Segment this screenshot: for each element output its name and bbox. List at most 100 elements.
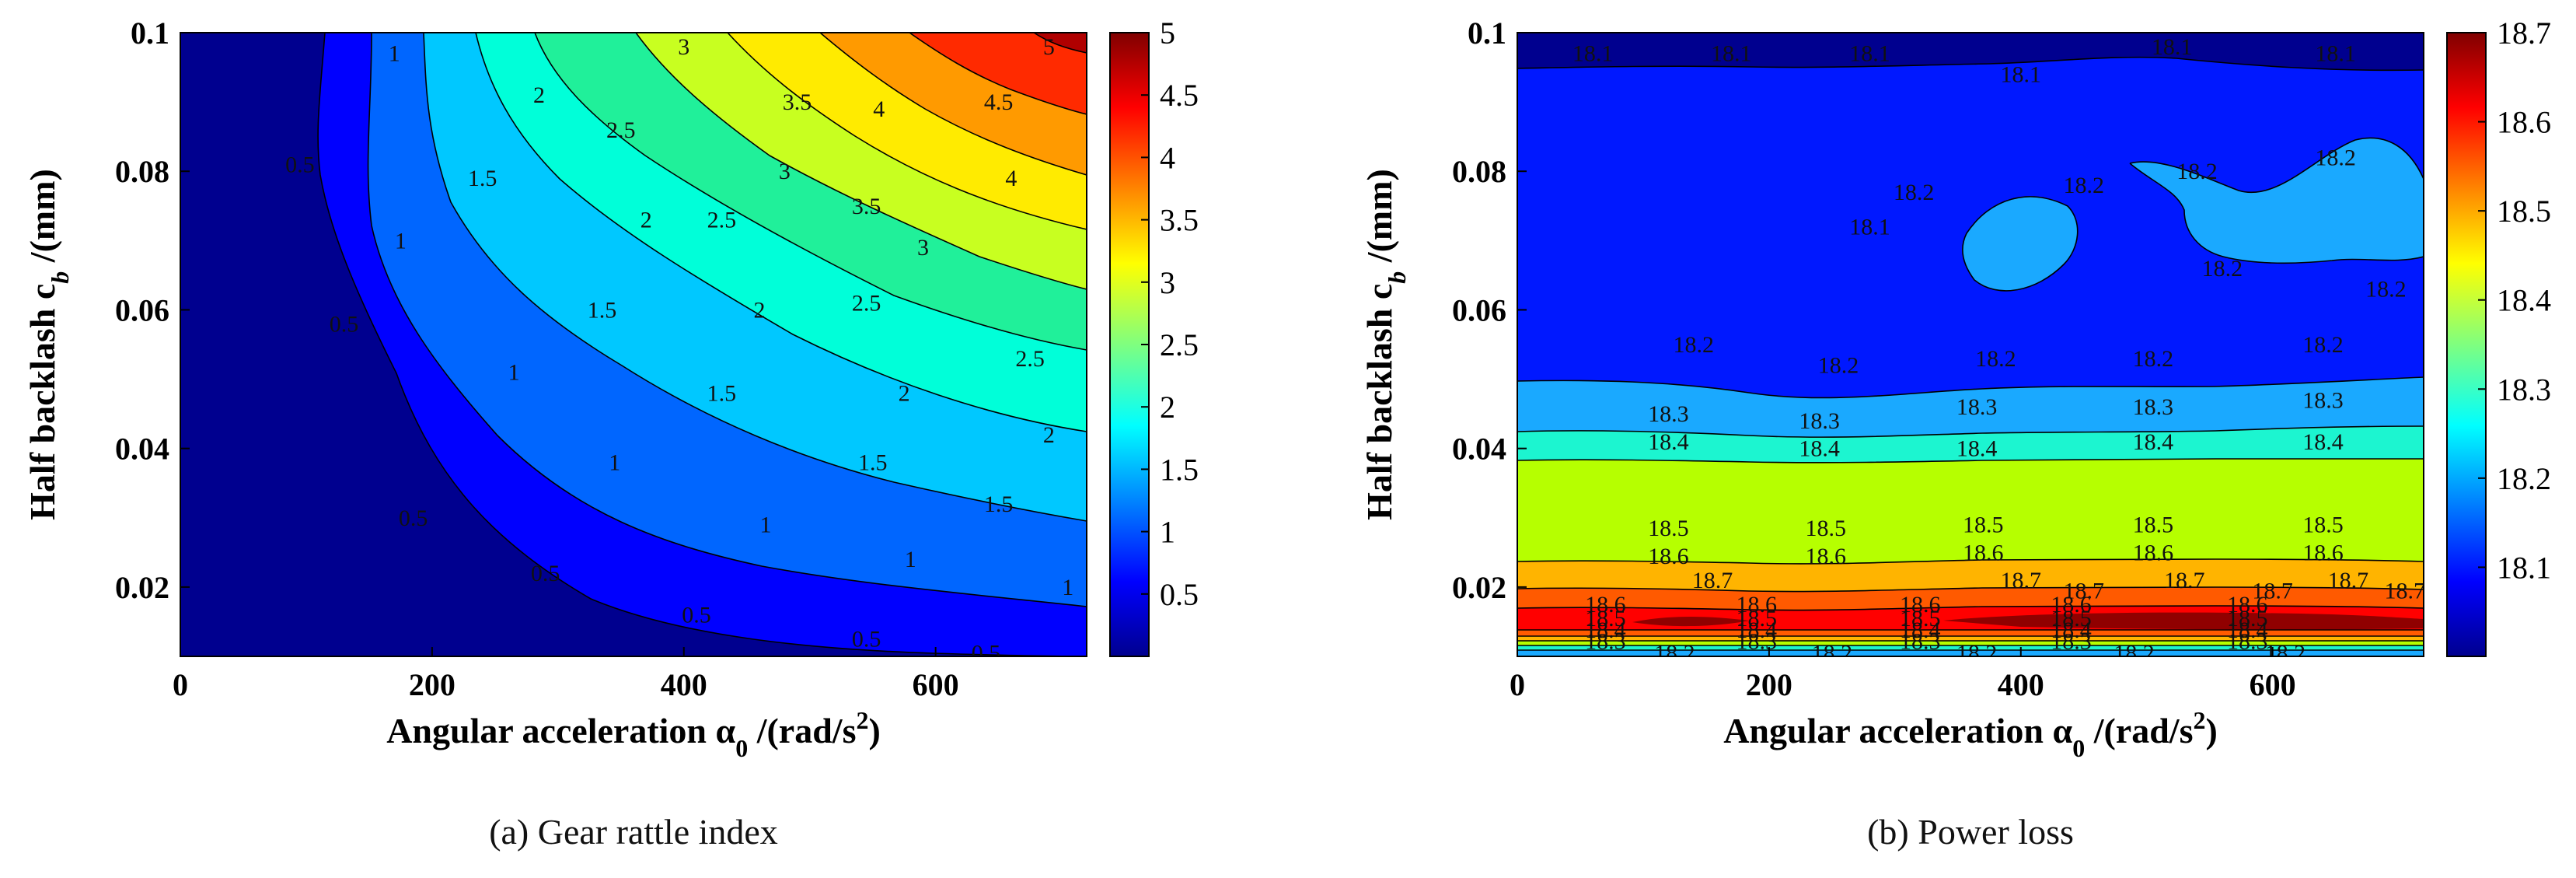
contour-label: 18.4 bbox=[1648, 429, 1689, 455]
contour-label: 18.3 bbox=[1956, 394, 1998, 420]
contour-label: 1.5 bbox=[588, 297, 617, 323]
contour-label: 18.2 bbox=[2133, 346, 2174, 372]
colorbar-tick-label: 18.3 bbox=[2497, 372, 2551, 407]
colorbar-tick-label: 2 bbox=[1160, 390, 1175, 425]
contour-labels-b: 18.1 18.1 18.118.118.1 18.118.118.2 18.218.2… bbox=[1572, 34, 2424, 656]
contour-label: 18.7 bbox=[1692, 568, 1733, 593]
contour-label: 2 bbox=[899, 380, 910, 406]
contour-lines-b bbox=[1517, 56, 2424, 651]
y-tick-label: 0.04 bbox=[115, 432, 169, 467]
y-tick-label: 0.06 bbox=[115, 292, 169, 327]
contour-label: 0.5 bbox=[531, 561, 560, 586]
contour-label: 1.5 bbox=[858, 449, 888, 475]
contour-label: 18.5 bbox=[1648, 516, 1689, 541]
contour-label: 18.4 bbox=[2227, 617, 2268, 643]
contour-label: 2 bbox=[753, 297, 765, 323]
contour-label: 3.5 bbox=[852, 194, 881, 219]
contour-label: 18.6 bbox=[1900, 592, 1941, 617]
colorbar-tick-label: 18.7 bbox=[2497, 16, 2551, 51]
y-axis-label-b: Half backlash cb /(mm) bbox=[1360, 169, 1411, 520]
contour-label: 18.6 bbox=[2302, 540, 2344, 565]
x-tick-label: 400 bbox=[661, 667, 707, 702]
caption-b: (b) Power loss bbox=[1867, 812, 2074, 852]
contour-label: 18.6 bbox=[2133, 540, 2174, 565]
x-tick-label: 0 bbox=[1510, 667, 1525, 702]
contour-label: 18.2 bbox=[2315, 145, 2356, 170]
contour-label: 18.1 bbox=[1849, 41, 1890, 67]
contour-label: 18.3 bbox=[2227, 628, 2268, 654]
level-band-18.0-top bbox=[1517, 33, 2424, 71]
colorbar-tick-label: 3 bbox=[1160, 265, 1175, 300]
y-tick-label: 0.02 bbox=[115, 570, 169, 605]
y-tick-label: 0.04 bbox=[1452, 432, 1506, 467]
contour-lines-a bbox=[317, 33, 1087, 656]
contour-label: 3 bbox=[678, 34, 689, 60]
x-tick-label: 200 bbox=[409, 667, 456, 702]
contour-label: 5 bbox=[1043, 34, 1055, 60]
level-band-18.2-island bbox=[1962, 196, 2078, 291]
contour-label: 2 bbox=[1043, 422, 1055, 448]
contour-label: 18.5 bbox=[2051, 606, 2092, 631]
y-tick-label: 0.06 bbox=[1452, 292, 1506, 327]
contour-label: 18.1 bbox=[2152, 34, 2193, 60]
contour-label: 1.5 bbox=[984, 491, 1014, 517]
contour-label: 18.2 bbox=[1673, 332, 1714, 358]
contour-label: 18.7 bbox=[2252, 578, 2293, 603]
contour-label: 1.5 bbox=[468, 166, 497, 191]
contour-label: 3 bbox=[917, 235, 929, 261]
contour-label: 18.6 bbox=[1806, 544, 1847, 569]
colorbar-tick-label: 2.5 bbox=[1160, 327, 1199, 362]
contour-label: 18.5 bbox=[2133, 512, 2174, 538]
contour-label: 18.3 bbox=[1585, 628, 1626, 654]
contour-label: 2 bbox=[533, 82, 545, 108]
colorbar-ticks-b: 18.1 18.2 18.3 18.4 18.5 18.6 18.7 bbox=[2478, 16, 2551, 585]
contour-label: 1 bbox=[1062, 575, 1073, 600]
x-tick-label: 600 bbox=[913, 667, 959, 702]
contour-label: 18.2 bbox=[2365, 277, 2407, 303]
colorbar-tick-label: 18.2 bbox=[2497, 461, 2551, 496]
panel-b: 18.1 18.1 18.118.118.1 18.118.118.2 18.218.2… bbox=[1360, 16, 2551, 852]
y-axis-label-a: Half backlash cb /(mm) bbox=[23, 169, 74, 520]
x-tick-label: 600 bbox=[2250, 667, 2296, 702]
contour-label: 18.5 bbox=[1585, 606, 1626, 631]
contour-label: 18.1 bbox=[1711, 41, 1752, 67]
y-tick-label: 0.1 bbox=[1468, 16, 1506, 51]
colorbar-b bbox=[2446, 32, 2487, 657]
contour-label: 18.6 bbox=[1736, 592, 1777, 617]
contour-label: 18.2 bbox=[1975, 346, 2016, 372]
contour-label: 18.6 bbox=[1963, 540, 2004, 565]
contour-label: 0.5 bbox=[285, 152, 315, 177]
contour-label: 2.5 bbox=[707, 208, 737, 233]
contour-label: 18.6 bbox=[1585, 592, 1626, 617]
contour-fill-b: 18.1 18.1 18.118.118.1 18.118.118.2 18.218.2… bbox=[1517, 33, 2424, 656]
contour-label: 1 bbox=[760, 512, 772, 538]
contour-label: 18.7 bbox=[2001, 568, 2042, 593]
level-band-4.5 bbox=[909, 33, 1087, 114]
contour-label: 18.1 bbox=[2001, 61, 2042, 87]
x-tick-label: 200 bbox=[1746, 667, 1792, 702]
contour-label: 18.5 bbox=[1963, 512, 2004, 538]
x-tick-label: 400 bbox=[1998, 667, 2044, 702]
contour-label: 18.6 bbox=[2051, 592, 2092, 617]
x-ticks-a: 0 200 400 600 bbox=[173, 647, 959, 702]
contour-label: 3.5 bbox=[783, 89, 812, 115]
contour-label: 18.5 bbox=[1736, 606, 1777, 631]
colorbar-tick-label: 4 bbox=[1160, 140, 1175, 175]
contour-label: 18.2 bbox=[2302, 332, 2344, 358]
contour-label: 18.2 bbox=[1818, 353, 1859, 379]
contour-label: 18.7 bbox=[2328, 568, 2369, 593]
contour-label: 0.5 bbox=[852, 627, 881, 652]
y-tick-label: 0.08 bbox=[1452, 154, 1506, 189]
colorbar-ticks-a: 0.5 1 1.5 2 2.5 3 3.5 4 4.5 5 bbox=[1141, 16, 1199, 612]
colorbar-tick-label: 18.1 bbox=[2497, 550, 2551, 585]
level-band-18.2-region bbox=[2130, 138, 2424, 264]
y-tick-label: 0.02 bbox=[1452, 570, 1506, 605]
colorbar-tick-label: 4.5 bbox=[1160, 78, 1199, 113]
contour-label: 1 bbox=[389, 41, 400, 67]
contour-label: 18.5 bbox=[1900, 606, 1941, 631]
contour-label: 18.6 bbox=[1648, 544, 1689, 569]
contour-fill-a: 0.5 0.5 0.5 0.5 0.5 0.5 0.5 1 1 1 1 1 1 1 1.5 1.5 1.5 1.5… bbox=[180, 33, 1087, 656]
contour-label: 18.3 bbox=[1736, 628, 1777, 654]
plot-frame-a bbox=[180, 32, 1087, 657]
